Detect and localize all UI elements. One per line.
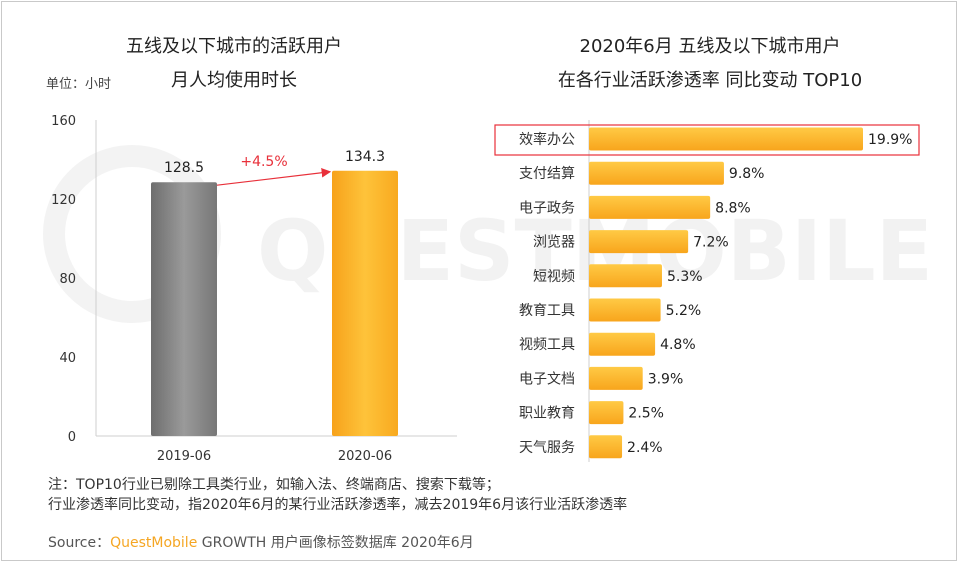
right-title-line-1: 2020年6月 五线及以下城市用户	[580, 36, 841, 57]
right-category-label: 支付结算	[519, 166, 575, 182]
growth-arrow	[216, 167, 332, 186]
left-y-tick-label: 80	[59, 272, 76, 287]
right-bar	[589, 127, 863, 151]
left-unit-label: 单位：小时	[46, 77, 111, 92]
right-bar-value-label: 2.5%	[628, 406, 664, 422]
right-bar-value-label: 5.2%	[666, 303, 702, 319]
highlight-box	[494, 124, 920, 156]
left-bar-value-label: 134.3	[345, 149, 385, 165]
right-category-label: 电子政务	[519, 200, 575, 216]
right-bar	[589, 401, 624, 425]
right-bar	[589, 195, 711, 219]
footnote-line-1: 注：TOP10行业已剔除工具类行业，如输入法、终端商店、搜索下载等；	[48, 477, 500, 493]
right-category-label: 职业教育	[519, 406, 575, 422]
right-bar-value-label: 3.9%	[648, 371, 684, 387]
left-x-tick-label: 2020-06	[338, 449, 392, 464]
right-category-label: 效率办公	[519, 131, 575, 148]
right-bar	[589, 161, 724, 185]
right-bar	[589, 332, 656, 356]
right-category-label: 电子文档	[519, 371, 575, 387]
footnote-line-2: 行业渗透率同比变动，指2020年6月的某行业活跃渗透率，减去2019年6月该行业…	[48, 497, 628, 513]
left-bar	[332, 170, 398, 436]
right-bar-value-label: 8.8%	[715, 200, 751, 216]
right-bar-value-label: 9.8%	[729, 166, 765, 182]
source-line: Source：QuestMobile GROWTH 用户画像标签数据库 2020…	[48, 532, 474, 552]
right-bar-value-label: 19.9%	[868, 132, 912, 148]
source-text: GROWTH 用户画像标签数据库 2020年6月	[201, 535, 474, 551]
left-bar	[151, 182, 217, 436]
right-category-label: 短视频	[533, 269, 575, 285]
left-y-tick-label: 0	[68, 430, 76, 445]
right-bar	[589, 230, 689, 254]
left-x-tick-label: 2019-06	[157, 449, 211, 464]
left-bar-value-label: 128.5	[164, 160, 204, 176]
left-title-line-2: 月人均使用时长	[171, 70, 297, 91]
growth-label: +4.5%	[240, 154, 287, 170]
right-title-line-2: 在各行业活跃渗透率 同比变动 TOP10	[558, 70, 862, 91]
right-bar-value-label: 4.8%	[660, 337, 696, 353]
left-y-tick-label: 120	[51, 193, 76, 208]
right-bar-value-label: 5.3%	[667, 269, 703, 285]
right-bar	[589, 264, 662, 288]
left-y-tick-label: 160	[51, 114, 76, 129]
source-brand: QuestMobile	[110, 535, 198, 551]
right-category-label: 视频工具	[519, 337, 575, 353]
right-bar	[589, 366, 643, 390]
right-bar-value-label: 7.2%	[693, 235, 729, 251]
source-label: Source：	[48, 535, 111, 551]
right-category-label: 浏览器	[533, 235, 575, 251]
left-y-tick-label: 40	[59, 351, 76, 366]
right-bar	[589, 435, 623, 459]
right-bar-value-label: 2.4%	[627, 440, 663, 456]
right-bar	[589, 298, 661, 322]
right-category-label: 教育工具	[519, 303, 575, 319]
right-category-label: 天气服务	[519, 440, 575, 456]
left-title-line-1: 五线及以下城市的活跃用户	[126, 36, 342, 57]
